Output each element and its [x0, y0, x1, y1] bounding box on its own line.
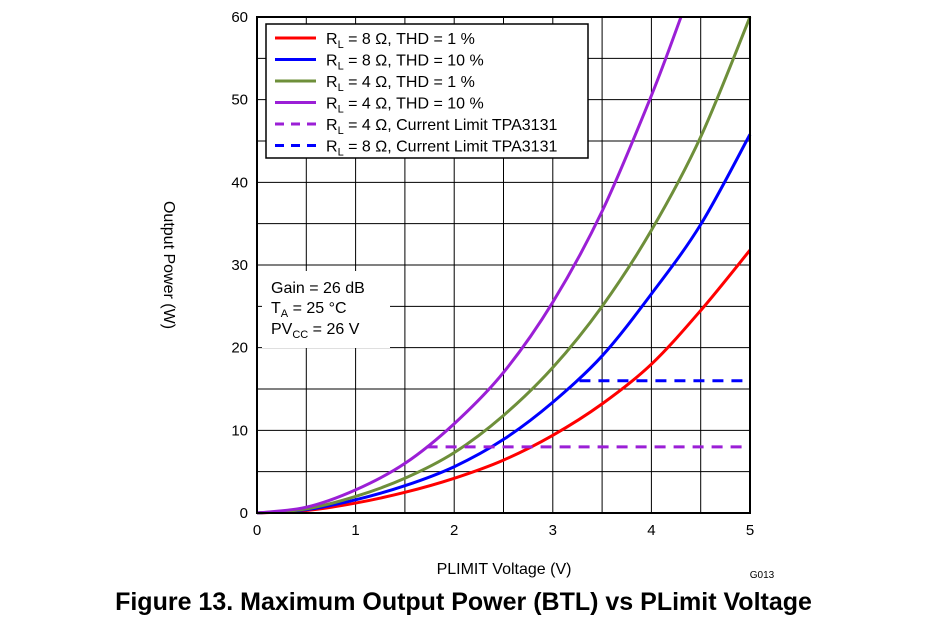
plot-frame [256, 16, 751, 514]
legend-label-1: RL = 8 Ω, THD = 1 % [326, 31, 475, 51]
legend: RL = 8 Ω, THD = 1 %RL = 8 Ω, THD = 10 %R… [265, 23, 589, 159]
legend-label-5: RL = 4 Ω, Current Limit TPA3131 [326, 117, 557, 137]
series-line-3 [256, 16, 752, 515]
y-tick-label: 40 [231, 174, 248, 191]
series-lines [256, 16, 752, 515]
y-tick-label: 20 [231, 340, 248, 357]
series-line-4 [256, 16, 683, 515]
legend-label-3: RL = 4 Ω, THD = 1 % [326, 74, 475, 94]
x-tick-label: 0 [253, 522, 261, 539]
annotation-box [262, 271, 390, 348]
legend-box [265, 23, 589, 159]
y-tick-label: 30 [231, 257, 248, 274]
x-axis-label: PLIMIT Voltage (V) [437, 561, 572, 578]
y-tick-label: 0 [240, 505, 248, 522]
figure-caption: Figure 13. Maximum Output Power (BTL) vs… [115, 588, 812, 616]
y-tick-label: 50 [231, 92, 248, 109]
y-tick-label: 10 [231, 422, 248, 439]
annotation-supply: PVCC = 26 V [271, 321, 360, 341]
y-axis-label: Output Power (W) [160, 201, 177, 329]
x-tick-label: 2 [450, 522, 458, 539]
x-tick-label: 4 [647, 522, 655, 539]
legend-label-2: RL = 8 Ω, THD = 10 % [326, 53, 484, 73]
annotation-gain: Gain = 26 dB [271, 280, 365, 297]
figure-id: G013 [750, 570, 775, 581]
y-tick-label: 60 [231, 9, 248, 26]
annotation-temperature: TA = 25 °C [271, 300, 347, 320]
legend-label-6: RL = 8 Ω, Current Limit TPA3131 [326, 139, 557, 159]
x-tick-label: 1 [351, 522, 359, 539]
series-line-2 [256, 133, 752, 515]
legend-label-4: RL = 4 Ω, THD = 10 % [326, 96, 484, 116]
x-tick-label: 3 [549, 522, 557, 539]
series-line-1 [256, 249, 752, 515]
x-tick-label: 5 [746, 522, 754, 539]
